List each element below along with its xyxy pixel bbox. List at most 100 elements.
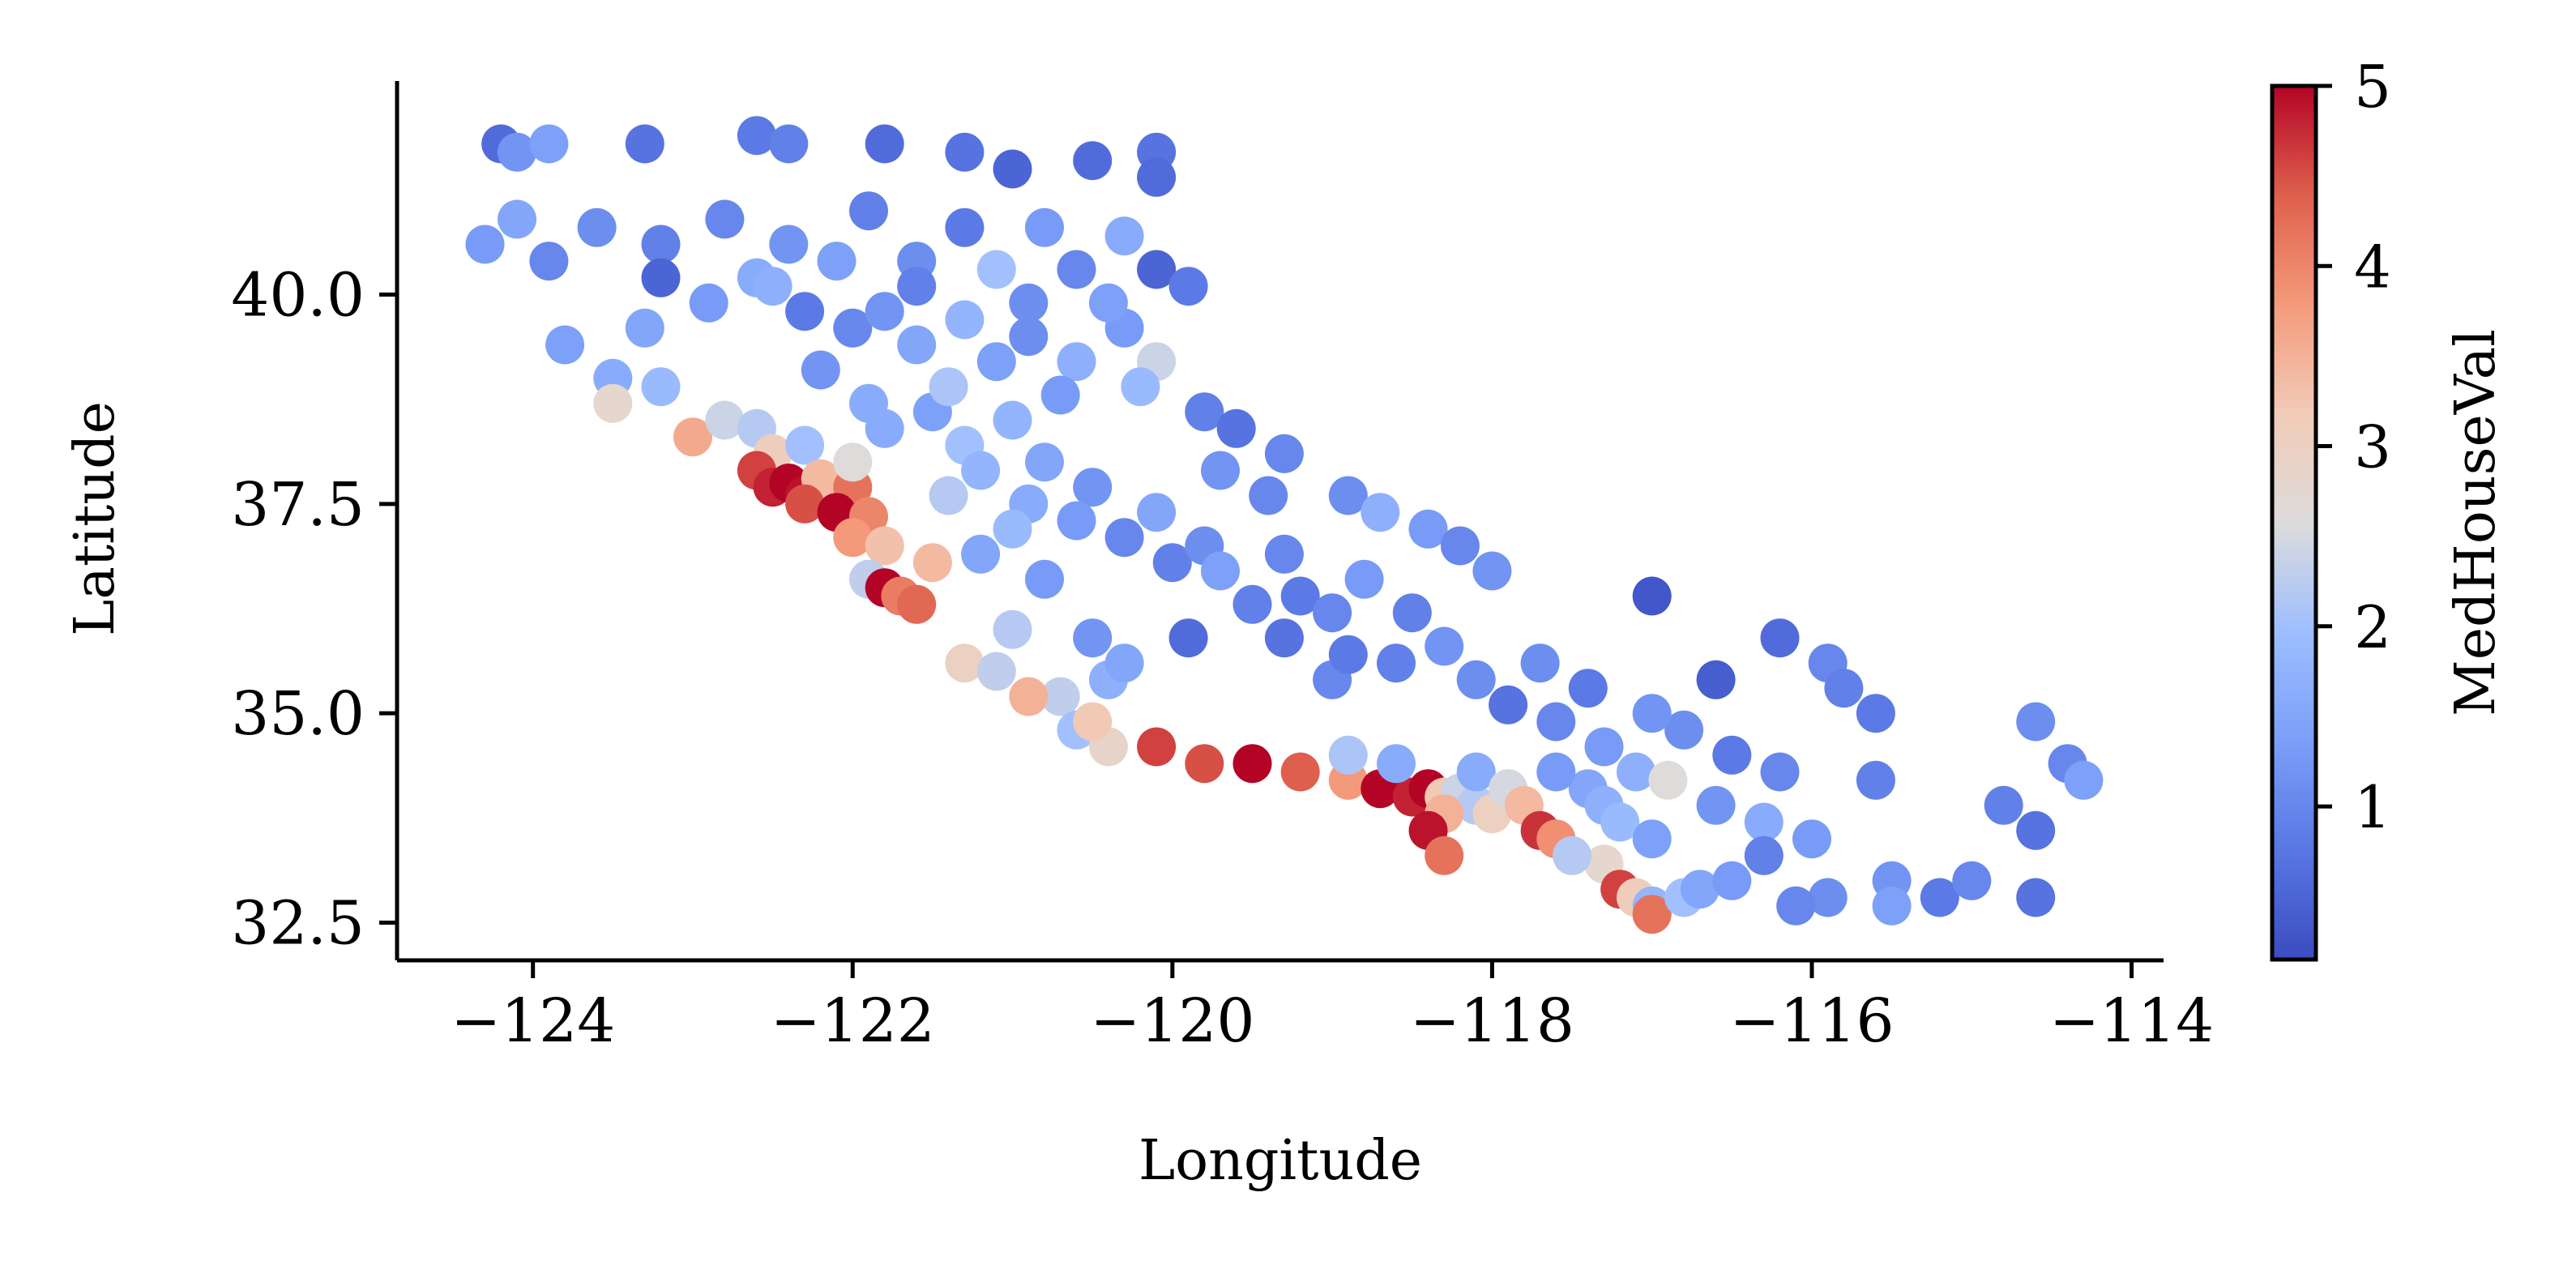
scatter-point	[993, 149, 1032, 189]
scatter-point	[1440, 526, 1480, 566]
scatter-point	[753, 267, 792, 306]
scatter-point	[1137, 250, 1177, 289]
scatter-point	[1073, 141, 1113, 181]
scatter-point	[1185, 744, 1224, 784]
scatter-point	[1216, 408, 1256, 448]
scatter-point	[993, 609, 1032, 649]
scatter-point	[1344, 559, 1384, 599]
scatter-point	[1264, 534, 1304, 574]
scatter-point	[865, 124, 904, 164]
scatter-points	[465, 116, 2104, 934]
scatter-point	[849, 191, 888, 231]
scatter-point	[1201, 451, 1240, 490]
scatter-point	[1760, 752, 1800, 792]
scatter-point	[1553, 836, 1591, 875]
scatter-point	[1201, 551, 1240, 591]
scatter-point	[833, 518, 873, 558]
scatter-point	[945, 207, 985, 247]
scatter-point	[1632, 819, 1672, 859]
scatter-point	[785, 292, 825, 331]
x-axis-ticks: −124 −122 −120 −118 −116 −114	[451, 960, 2214, 1056]
scatter-point	[1073, 702, 1113, 742]
scatter-point	[1617, 752, 1655, 792]
scatter-point	[1264, 434, 1304, 473]
scatter-point	[1313, 593, 1352, 633]
scatter-point	[1104, 216, 1144, 256]
y-tick-label: 35.0	[231, 679, 365, 749]
scatter-point	[1856, 694, 1895, 733]
scatter-point	[833, 308, 873, 348]
scatter-point	[1377, 744, 1416, 784]
scatter-point	[801, 350, 840, 390]
scatter-point	[1264, 618, 1304, 658]
scatter-point	[976, 250, 1016, 289]
scatter-point	[897, 584, 937, 624]
scatter-point	[1744, 836, 1784, 875]
scatter-point	[1057, 501, 1096, 541]
scatter-point	[817, 242, 857, 281]
scatter-point	[641, 367, 681, 407]
scatter-point	[785, 425, 825, 465]
colorbar-ticks: 1 2 3 4 5	[2316, 53, 2391, 841]
scatter-point	[641, 258, 681, 297]
scatter-point	[897, 325, 937, 365]
scatter-point	[705, 400, 745, 440]
scatter-point	[1856, 760, 1895, 800]
y-axis-title: Latitude	[63, 401, 127, 636]
scatter-point	[1584, 727, 1624, 767]
scatter-point	[1152, 543, 1192, 583]
scatter-point	[1632, 895, 1672, 934]
scatter-point	[593, 383, 633, 423]
x-tick-label: −118	[1410, 986, 1574, 1056]
scatter-point	[1712, 735, 1752, 775]
scatter-point	[1952, 861, 1992, 900]
scatter-point	[1121, 367, 1160, 407]
scatter-point	[1009, 283, 1049, 323]
scatter-point	[1328, 476, 1368, 515]
scatter-point	[1792, 819, 1831, 859]
scatter-point	[545, 325, 585, 365]
scatter-point	[785, 484, 825, 524]
colorbar-tick-label: 1	[2354, 773, 2391, 841]
scatter-point	[1232, 584, 1272, 624]
scatter-point	[1280, 752, 1320, 792]
scatter-point	[1456, 752, 1496, 792]
scatter-point	[1040, 677, 1080, 716]
scatter-point	[1824, 669, 1864, 708]
x-tick-label: −116	[1729, 986, 1894, 1056]
y-tick-label: 40.0	[231, 261, 365, 331]
scatter-point	[1057, 342, 1096, 382]
scatter-point	[498, 199, 536, 239]
y-tick-label: 37.5	[231, 470, 365, 540]
scatter-point	[2016, 810, 2056, 850]
scatter-point	[529, 124, 569, 164]
scatter-point	[2016, 878, 2056, 917]
scatter-point	[1137, 727, 1177, 767]
scatter-point	[945, 300, 985, 340]
scatter-point	[1057, 250, 1096, 289]
scatter-point	[1025, 207, 1064, 247]
scatter-point	[849, 383, 888, 423]
scatter-point	[529, 242, 569, 281]
scatter-point	[1392, 593, 1432, 633]
scatter-point	[1009, 317, 1049, 357]
scatter-point	[1328, 735, 1368, 775]
scatter-point	[1744, 802, 1784, 842]
colorbar-tick-label: 5	[2354, 53, 2391, 121]
scatter-point	[1425, 836, 1464, 875]
x-tick-label: −124	[451, 986, 615, 1056]
scatter-point	[1600, 802, 1640, 842]
scatter-point	[865, 526, 904, 566]
scatter-point	[1137, 157, 1177, 197]
scatter-point	[1249, 476, 1288, 515]
scatter-point	[897, 267, 937, 306]
scatter-point	[1536, 752, 1576, 792]
scatter-point	[1776, 886, 1816, 925]
scatter-point	[833, 442, 873, 482]
scatter-point	[1632, 576, 1672, 616]
scatter-point	[1025, 442, 1064, 482]
scatter-point	[1489, 685, 1528, 725]
scatter-point	[1712, 861, 1752, 900]
scatter-point	[1137, 493, 1177, 532]
scatter-point	[1696, 660, 1736, 699]
